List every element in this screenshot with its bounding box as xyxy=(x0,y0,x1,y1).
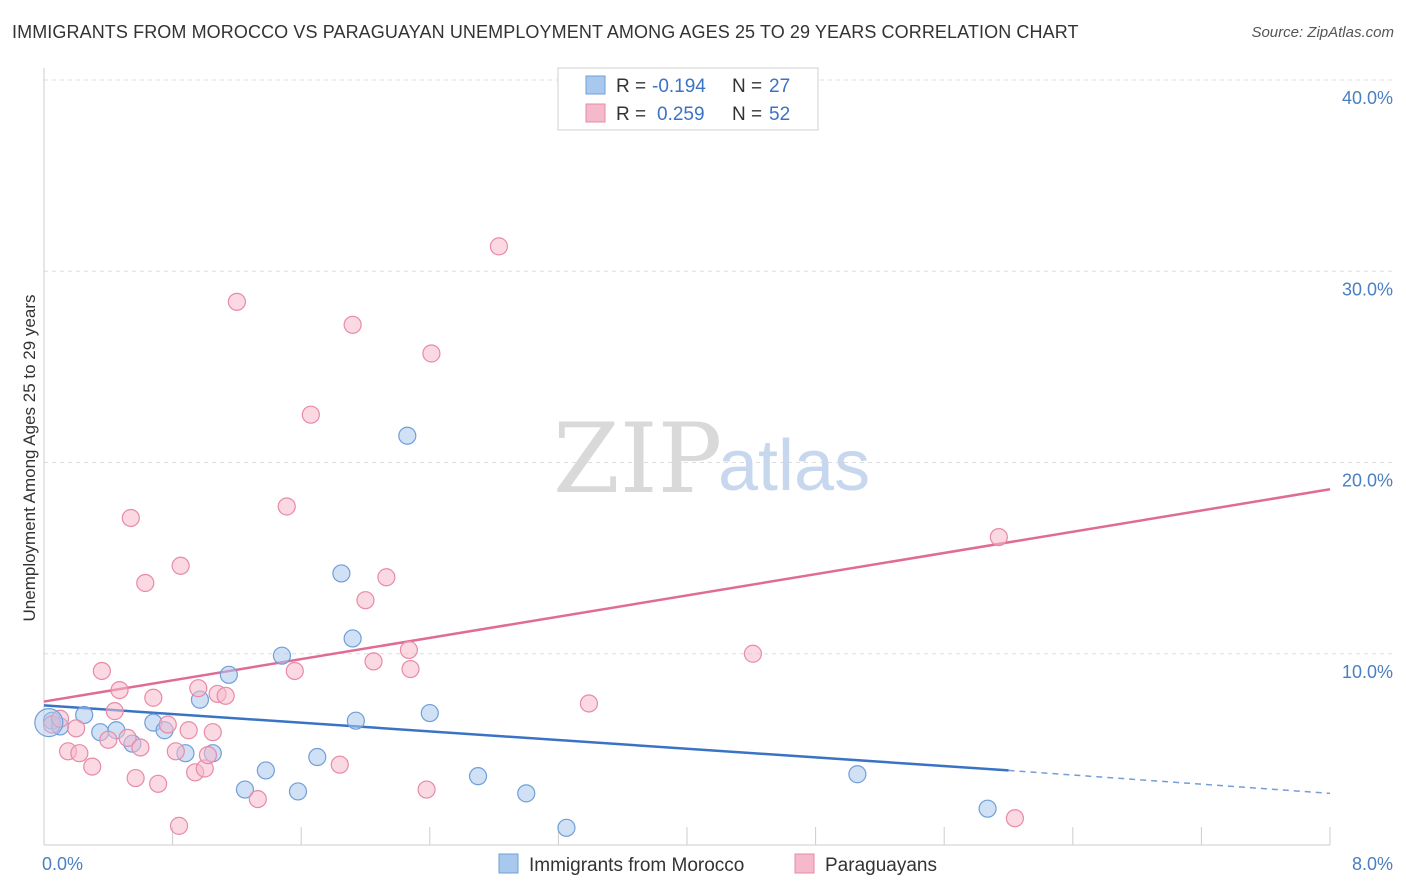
point-morocco-13 xyxy=(256,761,275,780)
tick-labels: 10.0% 20.0% 30.0% 40.0% 0.0% 8.0% xyxy=(42,88,1393,874)
point-paraguayans-18 xyxy=(166,742,185,761)
point-paraguayans-6 xyxy=(92,661,111,681)
point-paraguayans-35 xyxy=(343,315,362,334)
point-paraguayans-21 xyxy=(179,721,198,740)
point-paraguayans-46 xyxy=(989,527,1008,547)
point-morocco-18 xyxy=(343,629,362,648)
legend-r-label-paraguayans: R = xyxy=(616,104,646,125)
point-paraguayans-3 xyxy=(67,719,86,738)
point-paraguayans-11 xyxy=(121,508,140,528)
point-morocco-15 xyxy=(288,782,308,801)
point-morocco-20 xyxy=(398,426,417,445)
legend-n-value-paraguayans: 52 xyxy=(769,104,790,125)
trend-lines xyxy=(43,488,1331,795)
point-paraguayans-14 xyxy=(136,573,155,593)
legend-swatch-paraguayans xyxy=(585,103,606,123)
point-paraguayans-17 xyxy=(158,715,177,734)
y-tick-label-0: 10.0% xyxy=(1342,662,1393,682)
grid-lines xyxy=(44,79,1392,655)
source-credit: Source: ZipAtlas.com xyxy=(1251,24,1394,41)
legend-swatch-morocco xyxy=(585,75,606,95)
bottom-legend-swatch-paraguayans xyxy=(794,853,815,874)
bottom-legend-swatch-morocco xyxy=(498,853,519,874)
watermark: ZIP atlas xyxy=(553,403,870,515)
legend-n-value-morocco: 27 xyxy=(769,76,790,97)
point-paraguayans-36 xyxy=(356,591,375,610)
point-morocco-23 xyxy=(517,784,536,803)
point-paraguayans-38 xyxy=(377,568,396,587)
legend: R = -0.194 N = 27 R = 0.259 N = 52 xyxy=(557,67,819,131)
bottom-legend-label-morocco: Immigrants from Morocco xyxy=(529,855,744,876)
chart-title: IMMIGRANTS FROM MOROCCO VS PARAGUAYAN UN… xyxy=(12,22,1079,42)
point-paraguayans-19 xyxy=(169,816,189,835)
legend-r-label-morocco: R = xyxy=(616,76,646,97)
point-paraguayans-4 xyxy=(70,744,89,763)
point-morocco-26 xyxy=(978,799,997,818)
point-morocco-14 xyxy=(272,646,292,665)
data-points xyxy=(34,237,1025,837)
point-paraguayans-44 xyxy=(579,694,599,713)
legend-r-value-paraguayans: 0.259 xyxy=(657,104,705,125)
point-paraguayans-26 xyxy=(203,723,222,742)
y-tick-label-1: 20.0% xyxy=(1342,471,1393,491)
axes xyxy=(43,68,1331,846)
point-paraguayans-43 xyxy=(489,237,509,256)
bottom-legend: Immigrants from Morocco Paraguayans xyxy=(498,853,937,876)
point-morocco-2 xyxy=(75,705,94,725)
point-paraguayans-32 xyxy=(285,661,304,681)
point-paraguayans-7 xyxy=(99,730,118,749)
legend-n-label-paraguayans: N = xyxy=(732,104,762,125)
point-morocco-22 xyxy=(468,767,488,786)
point-morocco-cluster xyxy=(34,707,64,738)
point-paraguayans-9 xyxy=(110,680,129,700)
point-morocco-11 xyxy=(219,665,238,684)
point-paraguayans-28 xyxy=(216,686,235,705)
point-paraguayans-33 xyxy=(301,405,320,424)
bottom-legend-label-paraguayans: Paraguayans xyxy=(825,855,937,876)
point-paraguayans-45 xyxy=(743,644,763,663)
point-paraguayans-10 xyxy=(118,728,137,748)
point-paraguayans-5 xyxy=(83,757,102,776)
point-paraguayans-31 xyxy=(277,497,296,516)
point-morocco-25 xyxy=(848,765,867,784)
point-morocco-24 xyxy=(557,818,576,837)
point-paraguayans-12 xyxy=(126,768,145,788)
point-paraguayans-30 xyxy=(248,789,267,809)
x-tick-label-1: 8.0% xyxy=(1352,854,1393,874)
point-paraguayans-8 xyxy=(105,702,124,721)
point-paraguayans-29 xyxy=(227,292,246,311)
point-paraguayans-15 xyxy=(144,688,163,707)
point-paraguayans-37 xyxy=(364,652,383,671)
point-paraguayans-16 xyxy=(149,774,168,793)
point-morocco-19 xyxy=(346,711,365,730)
watermark-atlas: atlas xyxy=(718,426,870,506)
point-paraguayans-23 xyxy=(189,679,208,698)
point-paraguayans-39 xyxy=(399,640,419,660)
watermark-zip: ZIP xyxy=(553,403,722,515)
trend-line-extension-morocco xyxy=(1008,769,1331,795)
point-morocco-17 xyxy=(332,564,351,583)
trend-line-morocco xyxy=(43,704,1009,772)
point-paraguayans-40 xyxy=(401,659,420,679)
x-tick-label-0: 0.0% xyxy=(42,854,83,874)
point-paraguayans-20 xyxy=(171,556,190,575)
point-paraguayans-25 xyxy=(198,746,218,765)
y-tick-label-2: 30.0% xyxy=(1342,279,1393,299)
legend-n-label-morocco: N = xyxy=(732,76,762,97)
point-morocco-16 xyxy=(308,747,327,767)
trend-line-paraguayans xyxy=(43,488,1331,703)
point-paraguayans-47 xyxy=(1005,809,1025,828)
point-paraguayans-34 xyxy=(330,755,349,774)
point-paraguayans-13 xyxy=(131,738,150,757)
point-morocco-21 xyxy=(420,703,439,723)
y-tick-label-3: 40.0% xyxy=(1342,88,1393,108)
legend-r-value-morocco: -0.194 xyxy=(652,76,706,97)
point-paraguayans-41 xyxy=(417,780,436,799)
y-axis-label: Unemployment Among Ages 25 to 29 years xyxy=(20,295,39,622)
point-morocco-12 xyxy=(235,780,255,799)
point-paraguayans-42 xyxy=(422,344,441,363)
point-paraguayans-1 xyxy=(50,709,70,728)
